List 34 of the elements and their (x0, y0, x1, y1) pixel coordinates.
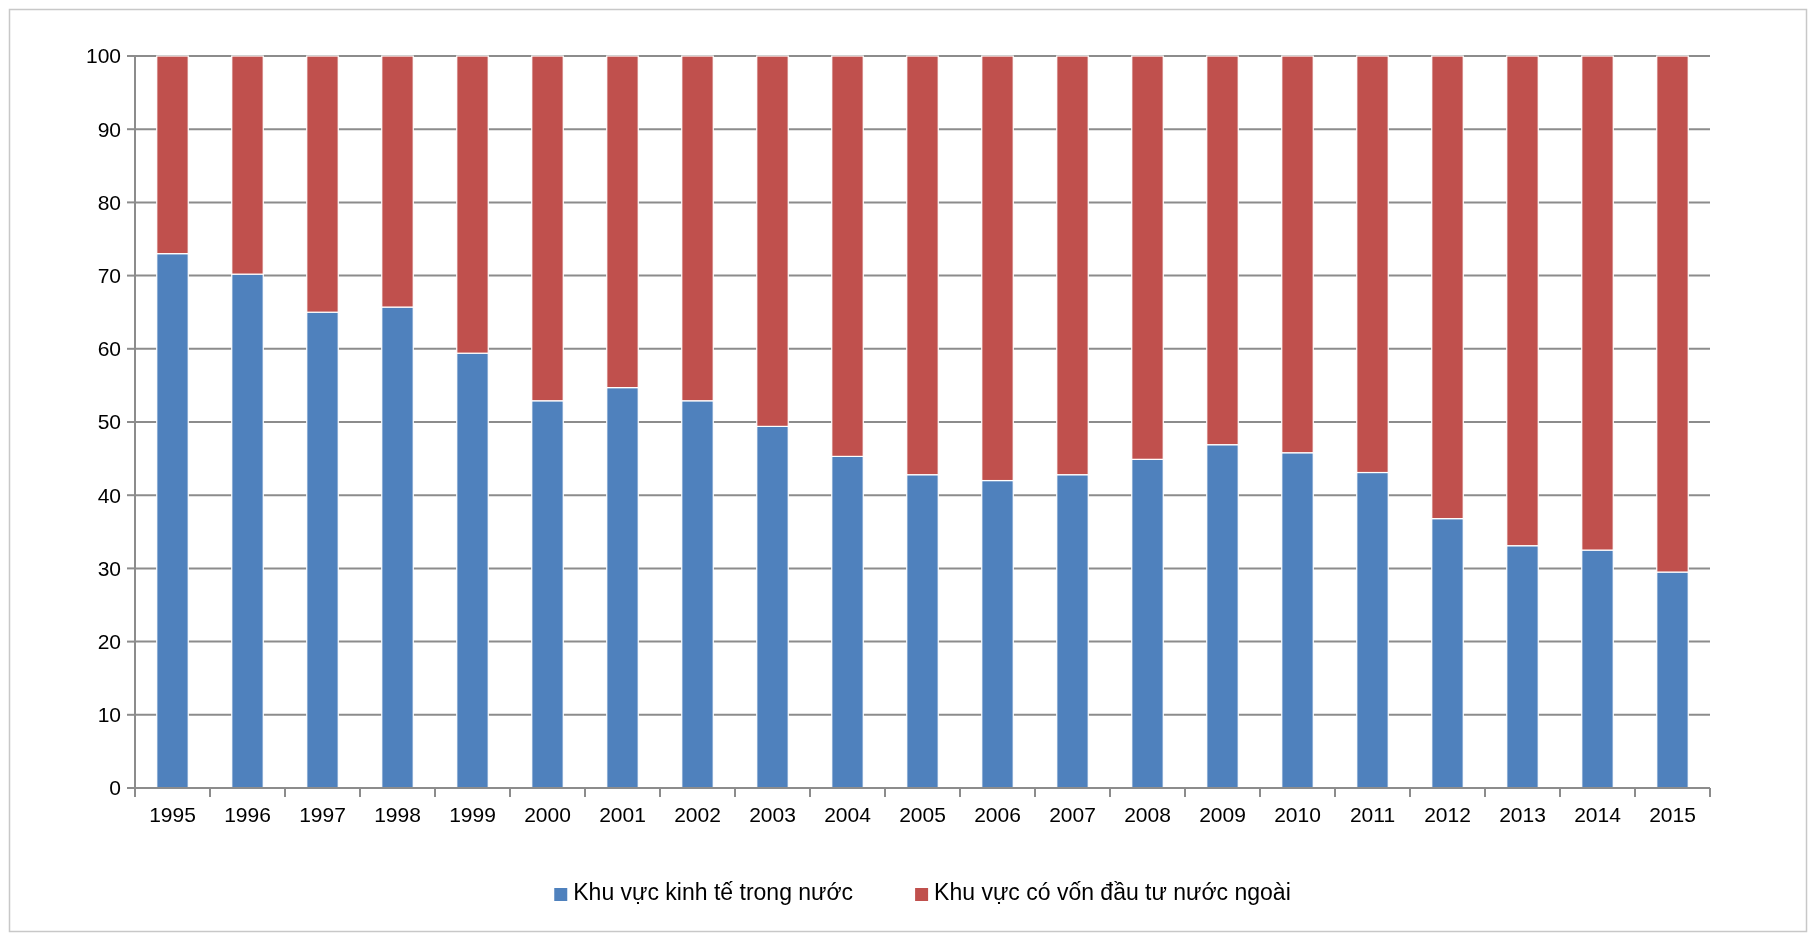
x-tick-label: 2013 (1499, 803, 1546, 826)
x-tick-label: 1998 (374, 803, 421, 826)
x-tick-label: 2015 (1649, 803, 1696, 826)
y-tick-label: 20 (97, 629, 121, 653)
x-tick-label: 2012 (1424, 803, 1471, 826)
y-tick-label: 90 (97, 117, 121, 141)
y-tick-label: 40 (97, 483, 121, 507)
x-tick-label: 2009 (1199, 803, 1246, 826)
y-tick-label: 0 (109, 776, 121, 800)
x-tick-label: 1999 (449, 803, 496, 826)
y-tick-label: 50 (97, 410, 121, 434)
y-tick-label: 100 (85, 44, 121, 68)
y-tick-label: 70 (97, 263, 121, 287)
x-tick-label: 2002 (674, 803, 721, 826)
x-tick-label: 2014 (1574, 803, 1622, 826)
x-tick-label: 2011 (1349, 803, 1396, 826)
y-tick-label: 60 (97, 337, 121, 361)
x-tick-label: 2010 (1274, 803, 1321, 826)
x-tick-label: 2000 (524, 803, 571, 826)
legend-label: Khu vực kinh tế trong nước (573, 879, 854, 905)
x-tick-label: 2008 (1124, 803, 1171, 826)
x-tick-label: 1995 (149, 803, 196, 826)
x-tick-label: 1997 (299, 803, 346, 826)
x-tick-label: 1996 (224, 803, 271, 826)
x-tick-label: 2006 (974, 803, 1021, 826)
legend-label: Khu vực có vốn đầu tư nước ngoài (934, 879, 1291, 905)
x-tick-label: 2003 (749, 803, 796, 826)
y-tick-label: 10 (97, 703, 121, 727)
y-tick-label: 30 (97, 556, 121, 580)
x-tick-label: 2001 (599, 803, 646, 826)
x-tick-label: 2005 (899, 803, 946, 826)
x-tick-label: 2004 (824, 803, 872, 826)
y-tick-label: 80 (97, 190, 121, 214)
x-tick-label: 2007 (1049, 803, 1096, 826)
